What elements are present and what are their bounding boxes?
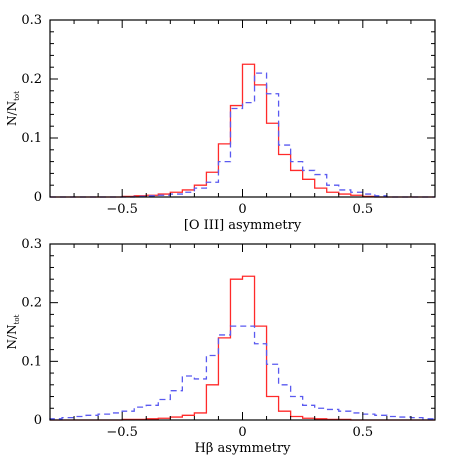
y-tick-label: 0	[34, 190, 42, 205]
chart-panel-2: −0.5 0 0.5 0 0.1 0.2 0.3 Hβ asymmetry N/Ntot	[5, 237, 436, 456]
y-axis-label-subscript: tot	[13, 314, 21, 324]
histogram-series-1-solid	[50, 63, 435, 198]
x-tick-label: 0	[238, 425, 246, 440]
x-tick-label: −0.5	[106, 202, 138, 217]
y-tick-label: 0.3	[21, 13, 42, 28]
y-tick-label: 0.2	[21, 72, 42, 87]
x-tick-label: 0	[238, 202, 246, 217]
y-axis-label-main: N/N	[5, 101, 19, 126]
x-axis-label: Hβ asymmetry	[195, 441, 292, 456]
y-tick-label: 0.3	[21, 237, 42, 252]
histogram-series-2-dashed	[49, 325, 436, 420]
x-tick-label: −0.5	[106, 425, 138, 440]
x-tick-label: 0.5	[352, 425, 373, 440]
y-tick-label: 0.1	[21, 131, 42, 146]
x-tick-label: 0.5	[352, 202, 373, 217]
chart-panel-1: −0.5 0 0.5 0 0.1 0.2 0.3 [O III] asymmetry N/Nto…	[5, 13, 436, 233]
plot-frame	[49, 243, 436, 421]
y-axis-label: N/Ntot	[5, 314, 21, 349]
y-axis-label-main: N/N	[5, 324, 19, 349]
y-tick-label: 0.1	[21, 354, 42, 369]
y-tick-label: 0	[34, 413, 42, 428]
x-axis-label: [O III] asymmetry	[184, 218, 302, 233]
y-tick-label: 0.2	[21, 296, 42, 311]
y-axis-label: N/Ntot	[5, 91, 21, 126]
histogram-series-1-solid	[50, 275, 435, 421]
y-axis-label-subscript: tot	[13, 91, 21, 101]
